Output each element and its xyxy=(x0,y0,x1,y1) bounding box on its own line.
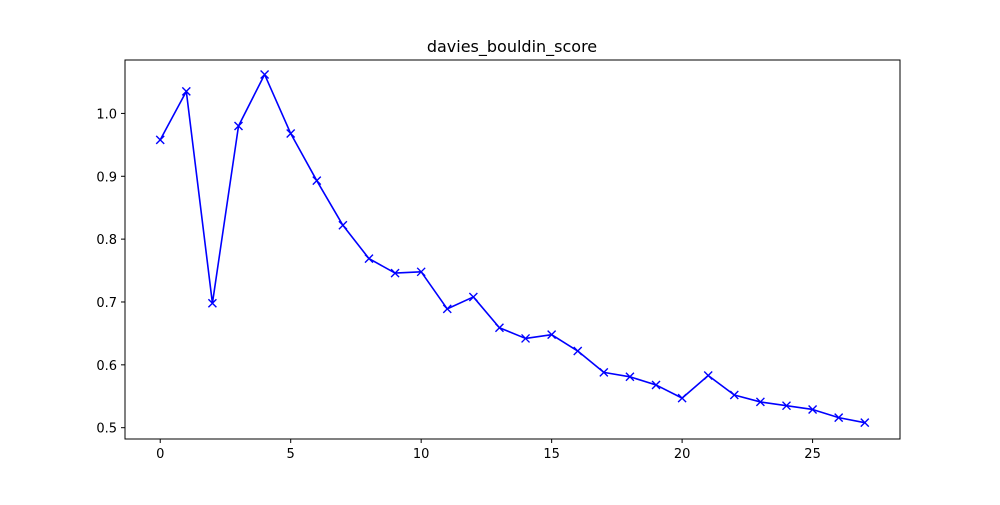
y-tick-label: 1.0 xyxy=(96,107,117,122)
data-point-marker xyxy=(808,404,818,414)
data-point-marker xyxy=(338,220,348,230)
y-tick-label: 0.5 xyxy=(96,422,117,437)
x-tick-label: 10 xyxy=(413,447,430,462)
data-point-marker xyxy=(207,298,217,308)
y-tick-label: 0.9 xyxy=(96,170,117,185)
data-point-marker xyxy=(260,69,270,79)
data-point-marker xyxy=(625,372,635,382)
data-point-marker xyxy=(573,346,583,356)
data-point-marker xyxy=(755,397,765,407)
x-tick-label: 0 xyxy=(156,447,164,462)
data-point-marker xyxy=(547,330,557,340)
data-point-marker xyxy=(521,333,531,343)
data-point-marker xyxy=(155,135,165,145)
data-point-marker xyxy=(390,268,400,278)
plot-frame xyxy=(124,59,901,440)
x-tick-label: 15 xyxy=(543,447,560,462)
x-tick-label: 20 xyxy=(674,447,691,462)
data-point-marker xyxy=(834,413,844,423)
data-point-marker xyxy=(494,323,504,333)
y-tick-label: 0.7 xyxy=(96,296,117,311)
data-point-marker xyxy=(416,267,426,277)
data-point-marker xyxy=(468,292,478,302)
data-point-marker xyxy=(312,176,322,186)
chart-title: davies_bouldin_score xyxy=(427,37,597,57)
data-point-marker xyxy=(703,371,713,381)
y-tick-label: 0.8 xyxy=(96,233,117,248)
data-point-marker xyxy=(651,380,661,390)
data-point-marker xyxy=(286,129,296,139)
data-point-marker xyxy=(729,390,739,400)
x-tick-label: 25 xyxy=(804,447,821,462)
data-point-marker xyxy=(442,304,452,314)
data-point-marker xyxy=(364,254,374,264)
data-point-marker xyxy=(860,418,870,428)
series-line xyxy=(159,73,865,424)
x-tick-label: 5 xyxy=(287,447,295,462)
data-point-marker xyxy=(234,121,244,131)
data-point-marker xyxy=(599,367,609,377)
data-point-marker xyxy=(677,393,687,403)
data-point-marker xyxy=(781,401,791,411)
data-point-marker xyxy=(181,86,191,96)
y-tick-label: 0.6 xyxy=(96,359,117,374)
